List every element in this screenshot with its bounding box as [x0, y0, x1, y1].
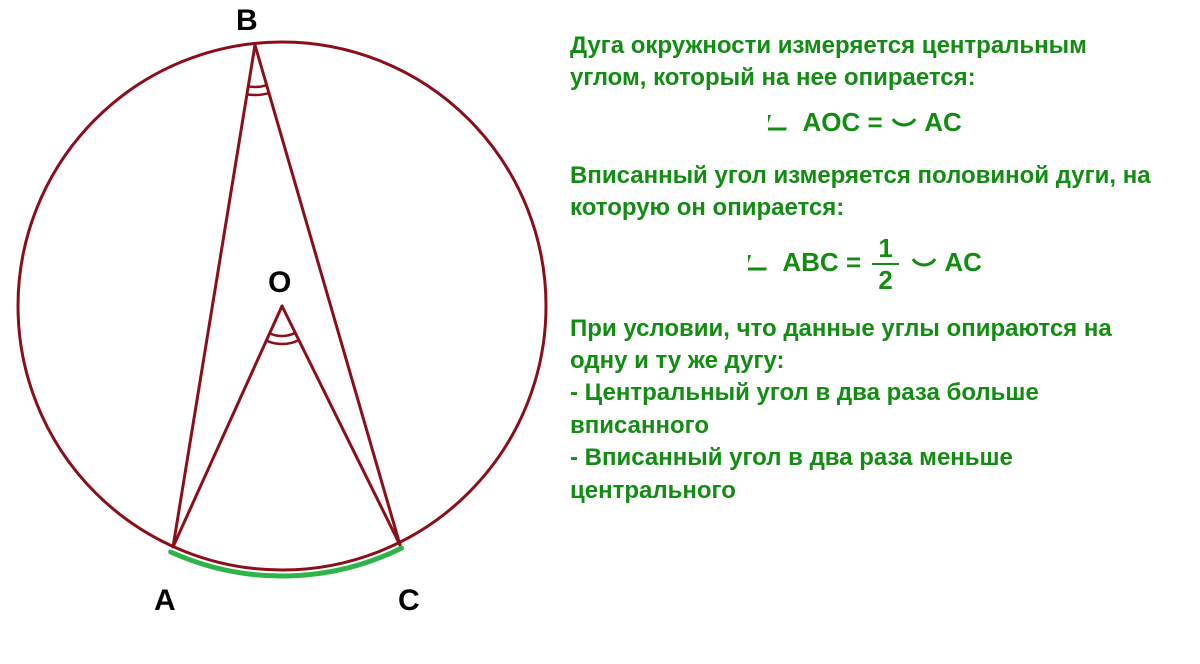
svg-text:O: O	[268, 266, 291, 299]
angle-icon	[768, 111, 796, 133]
arc-icon	[890, 115, 918, 133]
equation-1: AOC = AC	[570, 105, 1160, 140]
paragraph-3: При условии, что данные углы опираются н…	[570, 313, 1160, 378]
diagram-panel: B O A C	[0, 0, 560, 664]
fraction-one-half: 1 2	[872, 235, 898, 293]
fraction-denominator: 2	[872, 265, 898, 293]
svg-text:B: B	[236, 4, 258, 37]
angle-icon	[748, 251, 776, 273]
paragraph-1: Дуга окружности измеряется центральным у…	[570, 30, 1160, 95]
page: BOAC Дуга окружности измеряется централь…	[0, 0, 1200, 664]
arc-icon	[910, 255, 938, 273]
svg-text:A: A	[154, 584, 176, 617]
bullet-1: - Центральный угол в два раза больше впи…	[570, 377, 1160, 442]
eq1-rhs: AC	[924, 107, 962, 137]
eq2-lhs: ABC	[782, 247, 838, 277]
equals-sign: =	[846, 247, 868, 277]
eq2-rhs: AC	[944, 247, 982, 277]
equals-sign: =	[868, 107, 890, 137]
paragraph-2: Вписанный угол измеряется половиной дуги…	[570, 160, 1160, 225]
svg-text:C: C	[398, 584, 420, 617]
eq1-lhs: AOC	[803, 107, 861, 137]
geometry-diagram: B O A C	[0, 0, 560, 664]
equation-2: ABC = 1 2 AC	[570, 235, 1160, 293]
bullet-2: - Вписанный угол в два раза меньше центр…	[570, 442, 1160, 507]
fraction-numerator: 1	[872, 235, 898, 265]
text-panel: Дуга окружности измеряется центральным у…	[560, 0, 1200, 664]
